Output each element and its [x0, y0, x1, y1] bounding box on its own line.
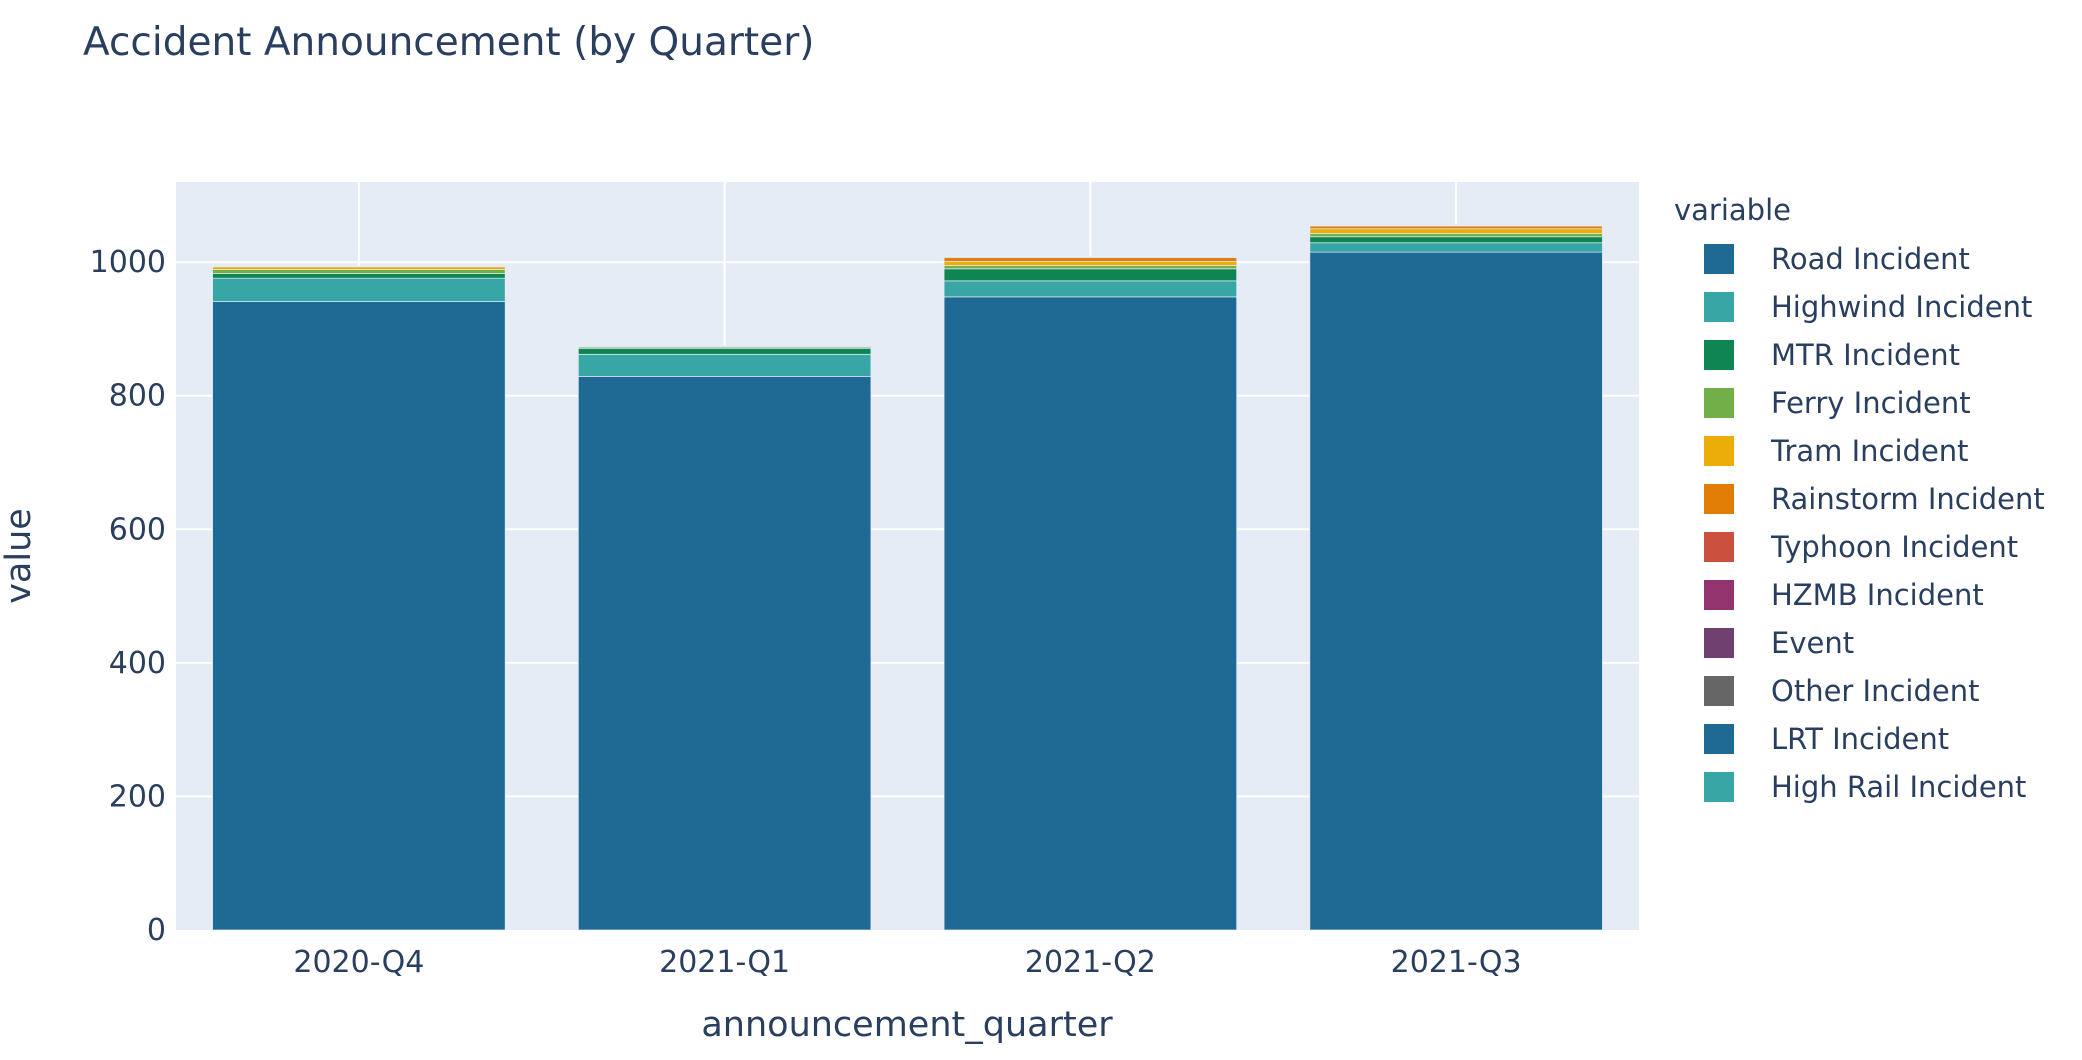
bar-segment[interactable] [212, 277, 506, 302]
legend-swatch [1704, 628, 1734, 658]
bar-segment[interactable] [1309, 242, 1603, 253]
legend-swatch [1704, 292, 1734, 322]
bar-segment[interactable] [1309, 225, 1603, 230]
bar-segment[interactable] [212, 273, 506, 279]
x-tick-label: 2021-Q2 [1025, 945, 1156, 980]
y-tick-label: 600 [109, 512, 166, 547]
bar-segment[interactable] [212, 266, 506, 270]
legend-item[interactable]: Event [1704, 626, 1854, 660]
bar-segment[interactable] [943, 268, 1238, 282]
legend-swatch [1704, 484, 1734, 514]
bar-segment[interactable] [212, 265, 506, 268]
bar-segment[interactable] [943, 261, 1238, 266]
legend-item[interactable]: Rainstorm Incident [1704, 482, 2045, 516]
bars [212, 224, 1603, 931]
legend-item[interactable]: Ferry Incident [1704, 386, 1971, 420]
legend-label: Typhoon Incident [1770, 530, 2018, 564]
legend-item[interactable]: Tram Incident [1704, 434, 1969, 468]
legend-swatch [1704, 388, 1734, 418]
bar-segment[interactable] [943, 296, 1238, 931]
y-tick-label: 0 [147, 913, 166, 948]
legend-swatch [1704, 436, 1734, 466]
x-tick-label: 2021-Q1 [659, 945, 790, 980]
legend-item[interactable]: Typhoon Incident [1704, 530, 2018, 564]
y-axis-title: value [0, 508, 39, 604]
legend-item[interactable]: MTR Incident [1704, 338, 1960, 372]
legend-label: LRT Incident [1771, 722, 1949, 756]
bar-segment[interactable] [1309, 224, 1603, 226]
legend-item[interactable]: High Rail Incident [1704, 770, 2026, 804]
legend-swatch [1704, 532, 1734, 562]
bar-segment[interactable] [1309, 233, 1603, 238]
legend-title: variable [1674, 193, 1791, 227]
legend-swatch [1704, 724, 1734, 754]
bar-segment[interactable] [943, 280, 1238, 298]
bar-segment[interactable] [577, 347, 872, 355]
chart-title: Accident Announcement (by Quarter) [83, 20, 814, 65]
y-tick-label: 1000 [90, 245, 166, 280]
bar-segment[interactable] [1309, 251, 1603, 931]
legend-label: Event [1771, 626, 1854, 660]
legend-label: High Rail Incident [1771, 770, 2026, 804]
y-tick-label: 800 [109, 379, 166, 414]
y-axis-ticks: 0 200 400 600 800 1000 [90, 245, 166, 948]
legend-swatch [1704, 676, 1734, 706]
legend-swatch [1704, 772, 1734, 802]
bar-segment[interactable] [577, 375, 872, 931]
bar-segment[interactable] [943, 255, 1238, 258]
x-axis-title: announcement_quarter [701, 1005, 1113, 1045]
bar-segment[interactable] [943, 265, 1238, 270]
legend-label: HZMB Incident [1771, 578, 1984, 612]
legend-item[interactable]: LRT Incident [1704, 722, 1949, 756]
x-axis-ticks: 2020-Q4 2021-Q1 2021-Q2 2021-Q3 [293, 945, 1521, 980]
legend-swatch [1704, 340, 1734, 370]
bar-segment[interactable] [212, 269, 506, 274]
legend-item[interactable]: Road Incident [1704, 242, 1970, 276]
bar-segment[interactable] [1309, 228, 1603, 234]
legend-label: MTR Incident [1771, 338, 1960, 372]
y-tick-label: 200 [109, 779, 166, 814]
legend[interactable]: variable Road Incident Highwind Incident M… [1674, 193, 2045, 804]
bar-segment[interactable] [577, 345, 872, 347]
y-tick-label: 400 [109, 646, 166, 681]
bar-segment[interactable] [577, 353, 872, 377]
legend-item[interactable]: HZMB Incident [1704, 578, 1984, 612]
bar-segment[interactable] [943, 257, 1238, 262]
legend-label: Other Incident [1771, 674, 1980, 708]
legend-swatch [1704, 580, 1734, 610]
x-tick-label: 2021-Q3 [1391, 945, 1522, 980]
legend-label: Tram Incident [1770, 434, 1969, 468]
bar-segment[interactable] [212, 301, 506, 931]
legend-label: Ferry Incident [1771, 386, 1971, 420]
legend-item[interactable]: Highwind Incident [1704, 290, 2032, 324]
legend-label: Rainstorm Incident [1771, 482, 2045, 516]
legend-item[interactable]: Other Incident [1704, 674, 1980, 708]
legend-label: Highwind Incident [1771, 290, 2032, 324]
legend-swatch [1704, 244, 1734, 274]
legend-label: Road Incident [1771, 242, 1970, 276]
x-tick-label: 2020-Q4 [293, 945, 424, 980]
bar-segment[interactable] [1309, 236, 1603, 244]
